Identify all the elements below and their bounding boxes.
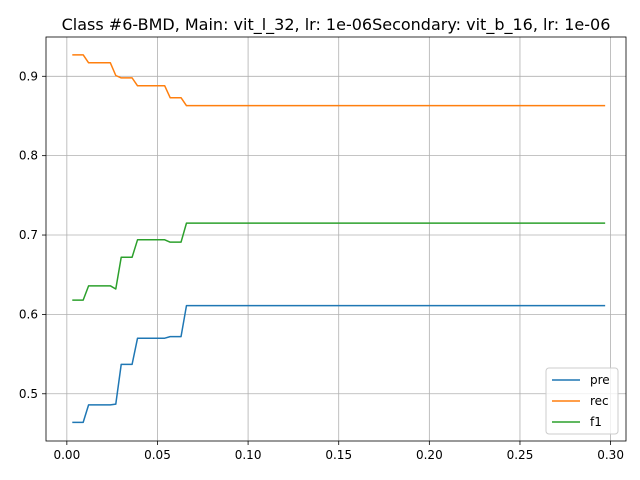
y-tick-label: 0.9	[19, 69, 38, 83]
x-tick-label: 0.00	[53, 448, 80, 462]
legend-label-rec: rec	[590, 394, 609, 408]
chart-title: Class #6-BMD, Main: vit_l_32, lr: 1e-06S…	[62, 15, 611, 35]
y-tick-label: 0.7	[19, 228, 38, 242]
x-axis: 0.00 0.05 0.10 0.15 0.20 0.25 0.30	[53, 441, 624, 462]
series-layer	[72, 54, 606, 424]
y-tick-label: 0.8	[19, 149, 38, 163]
plot-frame	[45, 36, 627, 442]
x-tick-label: 0.30	[597, 448, 624, 462]
y-tick-label: 0.6	[19, 307, 38, 321]
series-line-rec	[72, 54, 606, 107]
x-tick-label: 0.20	[416, 448, 443, 462]
x-tick-label: 0.10	[235, 448, 262, 462]
legend-box	[545, 367, 619, 435]
x-tick-label: 0.15	[325, 448, 352, 462]
series-line-pre	[72, 304, 606, 424]
legend: pre rec f1	[545, 367, 619, 435]
x-tick-label: 0.05	[144, 448, 171, 462]
legend-label-f1: f1	[590, 415, 602, 429]
series-line-f1	[72, 222, 606, 301]
grid	[46, 37, 626, 441]
x-tick-label: 0.25	[507, 448, 534, 462]
y-tick-label: 0.5	[19, 387, 38, 401]
legend-label-pre: pre	[590, 373, 610, 387]
y-axis: 0.5 0.6 0.7 0.8 0.9	[19, 69, 46, 401]
